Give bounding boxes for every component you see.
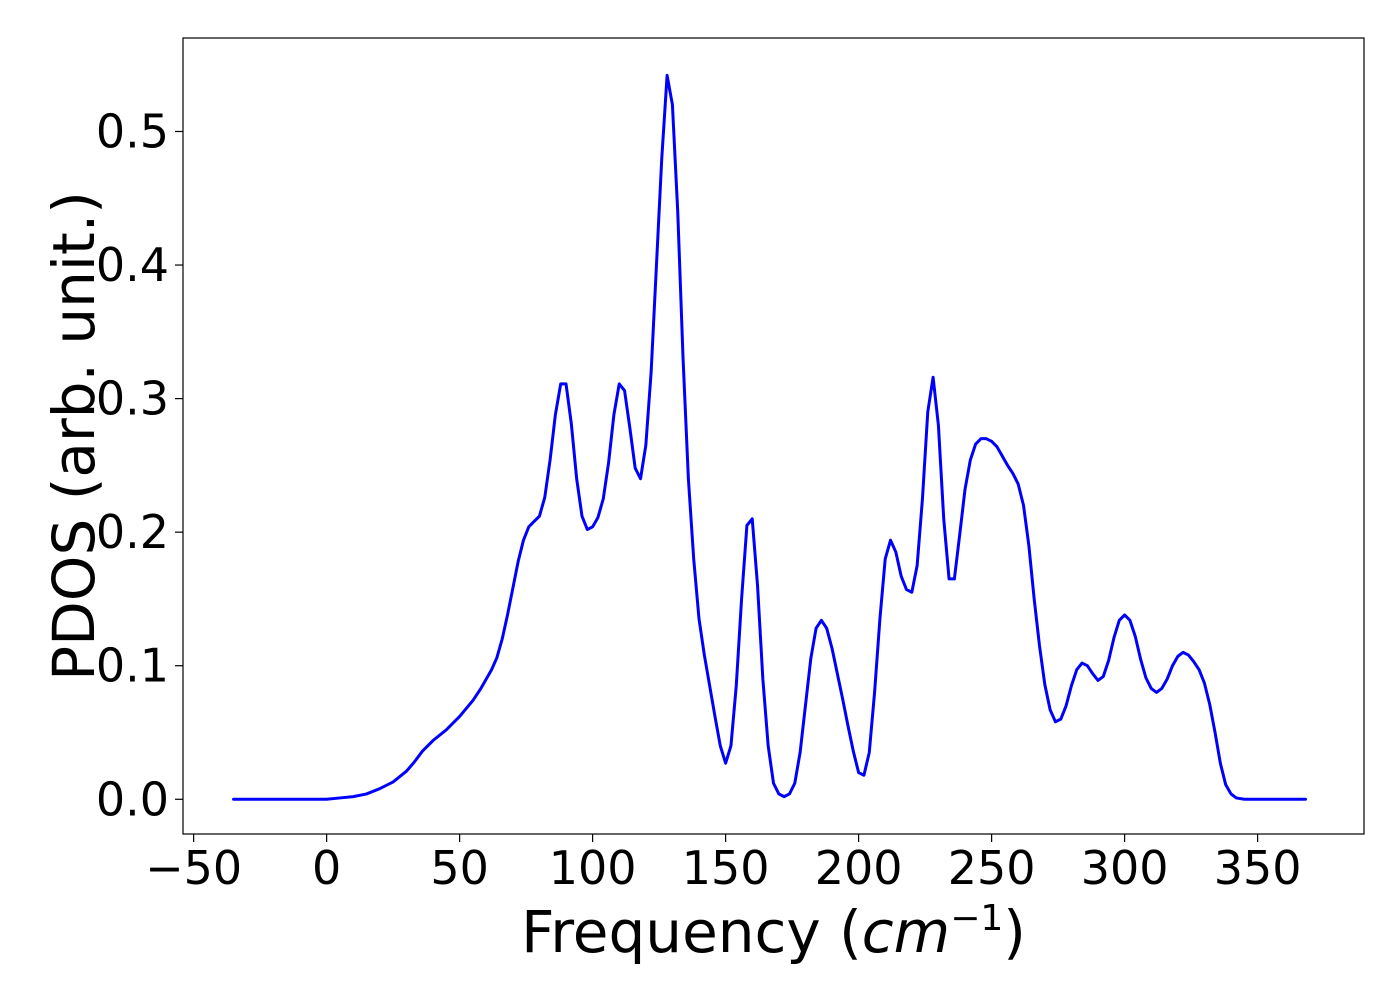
x-axis-unit: cm	[862, 898, 950, 966]
y-tick-label: 0.3	[96, 372, 169, 426]
x-axis-label-close: )	[1003, 898, 1026, 966]
y-axis-ticks: 0.0 0.1 0.2 0.3 0.4 0.5	[96, 104, 183, 826]
plot-frame	[182, 37, 1365, 835]
y-tick-label: 0.4	[96, 238, 169, 292]
x-tick-label: 100	[549, 841, 637, 895]
x-tick-label: 200	[815, 841, 903, 895]
x-tick-label: 350	[1214, 841, 1302, 895]
x-tick-label: 300	[1081, 841, 1169, 895]
x-tick-label: 50	[430, 841, 489, 895]
y-tick-label: 0.1	[96, 639, 169, 693]
series-group	[232, 73, 1307, 801]
x-tick-label: 250	[948, 841, 1036, 895]
x-axis-label-text: Frequency (	[521, 898, 862, 966]
x-axis-ticks: −50 0 50 100 150 200 250 300 350	[145, 834, 1302, 895]
x-axis-unit-exponent: −1	[950, 898, 1003, 939]
y-tick-label: 0.0	[96, 772, 169, 826]
y-tick-label: 0.2	[96, 505, 169, 559]
x-tick-label: 150	[682, 841, 770, 895]
plot-area-border	[182, 37, 1365, 835]
y-tick-label: 0.5	[96, 104, 169, 158]
x-tick-label: 0	[312, 841, 341, 895]
x-tick-label: −50	[145, 841, 242, 895]
pdos-series-line	[232, 73, 1307, 801]
y-axis-label: PDOS (arb. unit.)	[40, 191, 108, 681]
x-axis-label: Frequency (cm−1)	[521, 898, 1026, 966]
